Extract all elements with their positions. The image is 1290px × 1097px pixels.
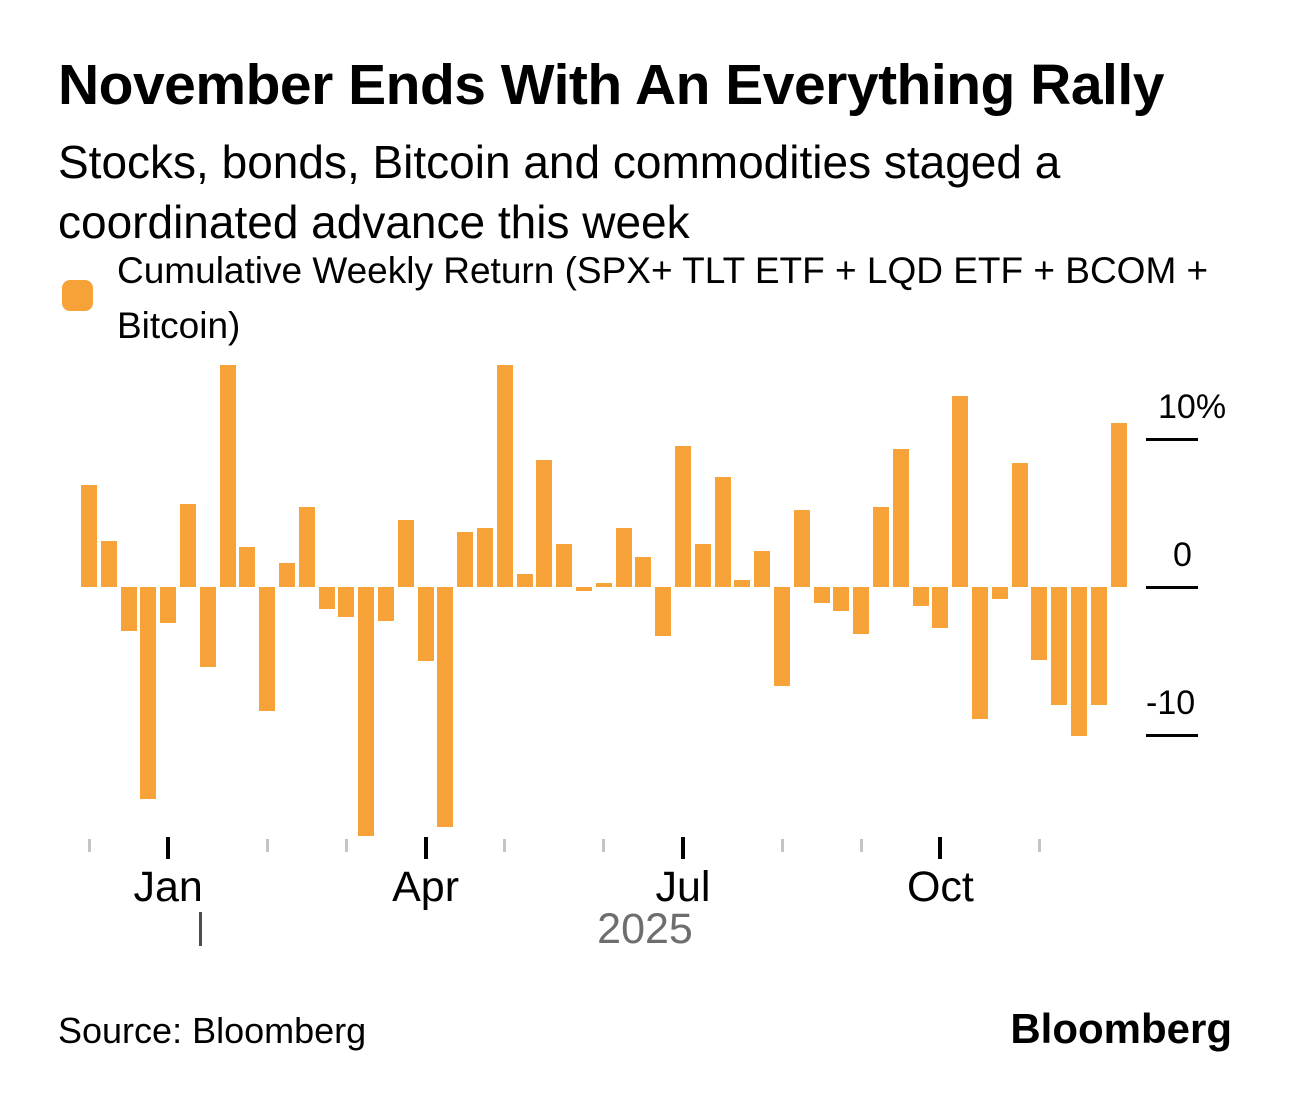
bar-week-49 — [1031, 587, 1048, 660]
bar-week-46 — [972, 587, 988, 719]
month-label-apr: Apr — [392, 863, 460, 911]
bar-week-44 — [932, 587, 949, 629]
bar-week-27 — [595, 582, 612, 587]
y-tick-label-10: 10% — [1158, 388, 1227, 426]
x-tick-minor-35 — [780, 839, 784, 852]
bar-week-14 — [338, 587, 355, 617]
bar-week-17 — [397, 520, 414, 587]
month-label-jul: Jul — [655, 863, 711, 911]
bar-week-34 — [734, 579, 751, 587]
bar-week-8 — [219, 365, 236, 587]
year-label: 2025 — [597, 905, 693, 953]
bloomberg-logo: Bloomberg — [1010, 1005, 1232, 1052]
bar-week-39 — [833, 587, 850, 611]
bar-week-12 — [298, 507, 315, 587]
bar-week-22 — [496, 365, 513, 587]
bar-week-38 — [813, 587, 830, 604]
x-tick-minor-9 — [265, 839, 269, 852]
source-note: Source: Bloomberg — [58, 1010, 367, 1051]
bar-week-6 — [180, 504, 196, 587]
x-tick-Jul — [681, 837, 685, 859]
bar-week-47 — [991, 587, 1008, 599]
bar-week-18 — [417, 587, 434, 661]
bar-week-37 — [793, 510, 810, 587]
x-tick-minor-39 — [859, 839, 863, 852]
bar-week-42 — [892, 449, 909, 587]
bar-week-33 — [714, 477, 731, 587]
bar-week-29 — [635, 557, 652, 587]
legend-swatch-icon — [62, 280, 93, 311]
bar-week-51 — [1071, 587, 1087, 737]
y-tick-line-0 — [1146, 585, 1198, 589]
bar-week-15 — [358, 587, 375, 836]
bar-week-7 — [199, 587, 216, 667]
page-subtitle: Stocks, bonds, Bitcoin and commodities s… — [58, 136, 1061, 248]
bar-week-13 — [318, 587, 335, 610]
bar-week-20 — [457, 532, 474, 587]
bar-week-9 — [239, 547, 256, 587]
page-title: November Ends With An Everything Rally — [58, 53, 1164, 118]
year-start-tick — [199, 912, 202, 946]
y-tick-line--10 — [1146, 733, 1198, 737]
x-tick-minor-26 — [602, 839, 606, 852]
bar-week-35 — [754, 551, 771, 587]
x-tick-minor-48 — [1037, 839, 1041, 852]
bar-week-41 — [873, 507, 889, 587]
bar-week-50 — [1051, 587, 1068, 706]
bar-week-26 — [576, 587, 592, 592]
bar-week-4 — [140, 587, 157, 799]
x-tick-minor-0 — [87, 839, 91, 852]
bar-week-11 — [279, 563, 295, 587]
bar-week-36 — [774, 587, 790, 687]
bar-week-23 — [516, 573, 533, 587]
bar-week-45 — [952, 396, 969, 587]
bar-week-3 — [120, 587, 137, 632]
month-label-jan: Jan — [133, 863, 203, 911]
x-tick-minor-13 — [344, 839, 348, 852]
legend-label: Cumulative Weekly Return (SPX+ TLT ETF +… — [117, 250, 1209, 346]
bar-week-1 — [81, 484, 97, 587]
y-tick-label--10: -10 — [1146, 684, 1196, 722]
bar-week-52 — [1090, 587, 1107, 706]
bar-week-30 — [655, 587, 672, 636]
bar-week-43 — [912, 587, 929, 607]
bar-week-32 — [694, 544, 711, 587]
x-tick-Oct — [938, 837, 943, 859]
y-tick-label-0: 0 — [1173, 536, 1192, 574]
x-tick-Apr — [423, 837, 428, 859]
y-tick-line-10 — [1146, 437, 1198, 441]
bar-week-25 — [556, 544, 573, 587]
month-label-oct: Oct — [906, 863, 974, 911]
bar-week-48 — [1011, 462, 1028, 587]
bar-week-31 — [675, 446, 691, 587]
bar-week-10 — [259, 587, 276, 712]
x-tick-minor-21 — [503, 839, 507, 852]
bar-week-21 — [477, 527, 493, 587]
bar-week-24 — [536, 459, 553, 587]
bar-week-28 — [615, 527, 632, 587]
bar-week-53 — [1110, 422, 1127, 587]
bar-week-5 — [160, 587, 177, 623]
bar-week-40 — [853, 587, 870, 635]
bar-week-16 — [378, 587, 394, 622]
x-tick-Jan — [166, 837, 171, 859]
bar-week-19 — [437, 587, 454, 827]
bar-week-2 — [100, 541, 117, 587]
